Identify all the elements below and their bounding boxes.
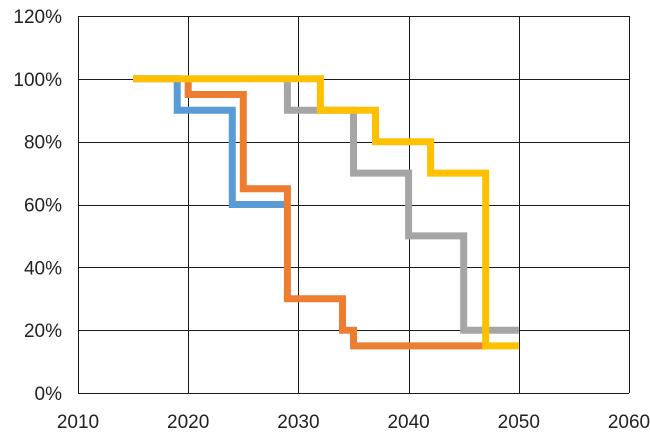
y-tick-label: 60% — [24, 196, 62, 217]
series-group — [133, 75, 519, 350]
y-tick-label: 20% — [24, 321, 62, 342]
y-tick-label: 120% — [13, 7, 62, 28]
x-tick-label: 2020 — [167, 412, 209, 433]
series-line-2 — [184, 78, 486, 350]
y-tick-label: 0% — [35, 384, 63, 405]
x-tick-label: 2010 — [57, 412, 99, 433]
series-line-3 — [283, 78, 519, 334]
x-tick-label: 2030 — [277, 412, 319, 433]
y-tick-label: 80% — [24, 133, 62, 154]
x-tick-label: 2060 — [608, 412, 650, 433]
x-tick-label: 2040 — [387, 412, 429, 433]
x-tick-label: 2050 — [498, 412, 540, 433]
y-tick-label: 100% — [13, 70, 62, 91]
y-tick-label: 40% — [24, 258, 62, 279]
tick-labels: 2010 2020 2030 2040 2050 2060 0% 20% 40% 60% 80% 10… — [13, 7, 650, 433]
series-line-4 — [133, 75, 519, 350]
